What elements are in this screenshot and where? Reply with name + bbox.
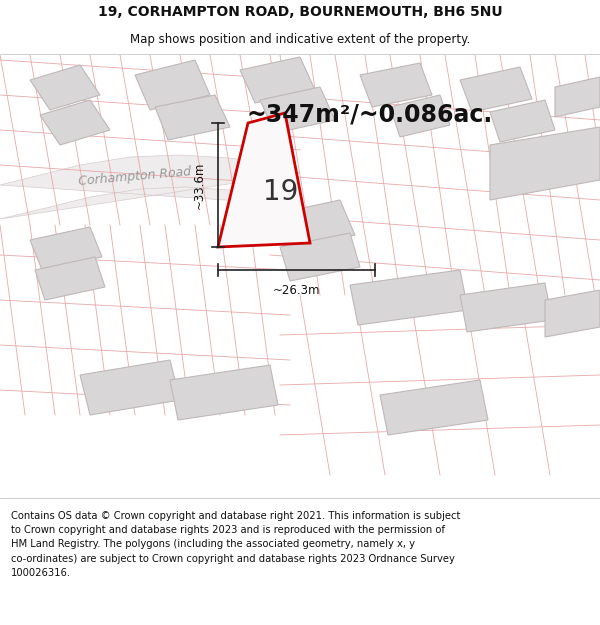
Polygon shape — [360, 63, 432, 107]
Polygon shape — [218, 113, 310, 247]
Polygon shape — [30, 65, 100, 110]
Polygon shape — [270, 200, 355, 250]
Polygon shape — [80, 360, 180, 415]
Polygon shape — [30, 227, 102, 270]
Polygon shape — [170, 365, 278, 420]
Polygon shape — [260, 87, 335, 133]
Text: ~33.6m: ~33.6m — [193, 161, 206, 209]
Polygon shape — [280, 233, 360, 281]
Polygon shape — [0, 155, 300, 219]
Polygon shape — [390, 95, 450, 137]
Polygon shape — [490, 100, 555, 142]
Text: Corhampton Road: Corhampton Road — [78, 166, 192, 188]
Polygon shape — [545, 290, 600, 337]
Text: ~347m²/~0.086ac.: ~347m²/~0.086ac. — [247, 103, 493, 127]
Polygon shape — [35, 257, 105, 300]
Polygon shape — [240, 57, 315, 103]
Polygon shape — [155, 95, 230, 140]
Text: Contains OS data © Crown copyright and database right 2021. This information is : Contains OS data © Crown copyright and d… — [11, 511, 460, 578]
Text: 19, CORHAMPTON ROAD, BOURNEMOUTH, BH6 5NU: 19, CORHAMPTON ROAD, BOURNEMOUTH, BH6 5N… — [98, 5, 502, 19]
Text: ~26.3m: ~26.3m — [273, 284, 320, 297]
Polygon shape — [135, 60, 210, 110]
Text: 19: 19 — [263, 177, 298, 206]
Polygon shape — [555, 77, 600, 117]
Polygon shape — [40, 100, 110, 145]
Polygon shape — [490, 127, 600, 200]
Polygon shape — [460, 283, 552, 332]
Text: Map shows position and indicative extent of the property.: Map shows position and indicative extent… — [130, 33, 470, 46]
Polygon shape — [350, 270, 468, 325]
Polygon shape — [460, 67, 532, 112]
Polygon shape — [380, 380, 488, 435]
